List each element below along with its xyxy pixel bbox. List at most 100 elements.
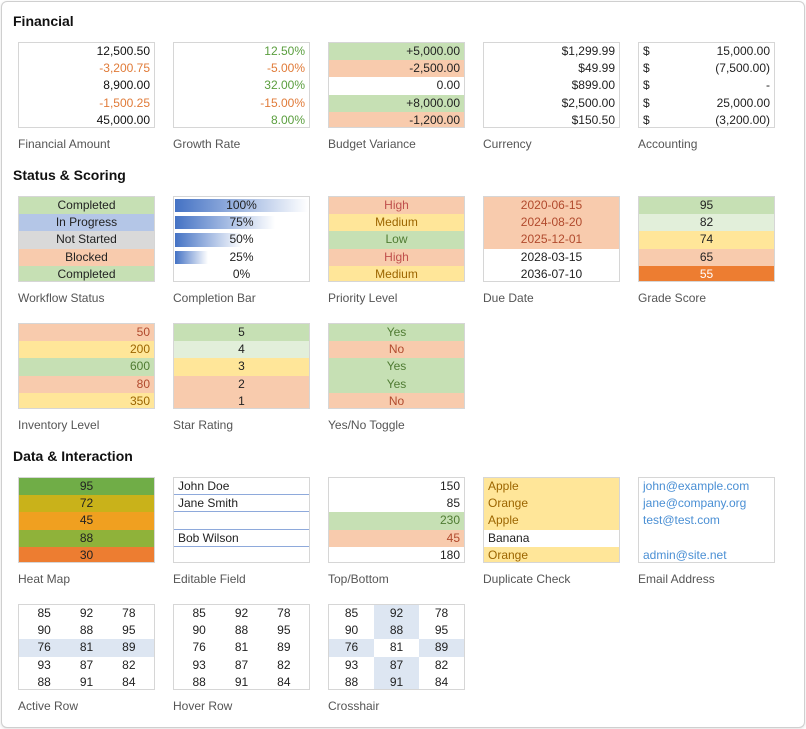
table-row[interactable]: 90 88 95 [192,623,291,638]
cell: 45 [329,529,464,547]
due-date-tile[interactable]: 2020-06-15 2024-08-20 2025-12-01 2028-03… [483,196,620,282]
cell: No [329,341,464,359]
email-link[interactable]: jane@company.org [643,496,747,511]
financial-amount-tile[interactable]: 12,500.50 -3,200.75 8,900.00 -1,500.25 4… [18,42,155,128]
editable-cell[interactable] [174,547,309,562]
cell: Yes [329,324,464,342]
table-row[interactable]: 90 88 95 [329,622,464,640]
table-row[interactable]: 93 87 82 [329,656,464,674]
table-row[interactable]: 85 92 78 [329,605,464,623]
priority-level-tile[interactable]: High Medium Low High Medium [328,196,465,282]
cell: -2,500.00 [329,60,464,78]
currency-symbol: $ [643,78,650,93]
cell: $ (7,500.00) [639,60,774,77]
inventory-level-tile[interactable]: 50 200 600 80 350 [18,323,155,409]
email-link[interactable]: john@example.com [643,479,750,493]
cell: 65 [639,248,774,266]
heat-map-tile[interactable]: 95 72 45 88 30 [18,477,155,563]
caption-star-rating: Star Rating [173,418,234,432]
email-link[interactable]: admin@site.net [643,547,727,562]
table-row[interactable]: 90 88 95 [37,623,136,638]
cell: 30 [19,546,154,562]
caption-duplicate-check: Duplicate Check [483,572,571,586]
hover-row-tile[interactable]: 85 92 78 90 88 95 76 81 89 93 87 82 88 91 84 [173,604,310,690]
growth-rate-tile[interactable]: 12.50% -5.00% 32.00% -15.00% 8.00% [173,42,310,128]
top-bottom-tile[interactable]: 150 85 230 45 180 [328,477,465,563]
cell: Completed [19,265,154,281]
cell: 230 [329,512,464,530]
yes-no-toggle-tile[interactable]: Yes No Yes Yes No [328,323,465,409]
currency-symbol: $ [643,44,650,58]
table-row-active[interactable]: 76 81 89 [19,639,154,657]
currency-symbol: $ [643,61,650,76]
editable-cell[interactable]: John Doe [174,478,309,496]
star-rating-tile[interactable]: 5 4 3 2 1 [173,323,310,409]
cell: 32.00% [264,78,305,93]
completion-bar-tile[interactable]: 100% 75% 50% 25% 0% [173,196,310,282]
cell: 2020-06-15 [484,197,619,215]
cell: 4 [174,341,309,359]
editable-cell[interactable] [174,512,309,530]
cell: High [329,197,464,215]
cell: 3 [174,358,309,376]
cell: Apple [484,512,619,530]
cell: $15,000.00 [639,43,774,60]
table-row-crosshair[interactable]: 76 81 89 [329,639,464,657]
cell: 8.00% [270,112,305,127]
caption-hover-row: Hover Row [173,699,233,713]
cell: -5.00% [266,61,305,76]
grade-score-tile[interactable]: 95 82 74 65 55 [638,196,775,282]
table-row[interactable]: 88 91 84 [192,674,291,689]
active-row-tile[interactable]: 85 92 78 90 88 95 76 81 89 93 87 82 88 91 84 [18,604,155,690]
cell: 200 [19,341,154,359]
cell: Medium [329,214,464,232]
cell: In Progress [19,214,154,232]
progress-fill [175,233,242,247]
cell: 25% [174,249,309,266]
table-row[interactable]: 88 91 84 [37,674,136,689]
cell: 0.00 [329,77,464,95]
workflow-status-tile[interactable]: Completed In Progress Not Started Blocke… [18,196,155,282]
progress-fill [175,250,208,264]
cell: 2025-12-01 [484,231,619,249]
table-row[interactable]: 88 91 84 [329,673,464,689]
cell: 80 [19,375,154,393]
cell: -1,500.25 [99,95,150,110]
table-row[interactable]: 93 87 82 [192,657,291,672]
cell: 88 [19,529,154,547]
cell: 45 [19,512,154,530]
cell: 45,000.00 [96,112,150,127]
caption-heat-map: Heat Map [18,572,71,586]
cell: +5,000.00 [329,43,464,61]
cell: Orange [484,495,619,513]
cell: 2028-03-15 [520,249,583,264]
caption-grade-score: Grade Score [638,291,707,305]
editable-field-tile[interactable]: John Doe Jane Smith Bob Wilson [173,477,310,563]
cell: 2024-08-20 [484,214,619,232]
cell: Medium [329,265,464,281]
cell: 74 [639,231,774,249]
duplicate-check-tile[interactable]: Apple Orange Apple Banana Orange [483,477,620,563]
table-row[interactable]: 85 92 78 [192,606,291,620]
budget-variance-tile[interactable]: +5,000.00 -2,500.00 0.00 +8,000.00 -1,20… [328,42,465,128]
caption-yes-no-toggle: Yes/No Toggle [328,418,405,432]
caption-top-bottom: Top/Bottom [328,572,389,586]
email-link[interactable]: test@test.com [643,513,720,528]
crosshair-tile[interactable]: 85 92 78 90 88 95 76 81 89 93 87 82 88 91 84 [328,604,465,690]
caption-due-date: Due Date [483,291,534,305]
currency-tile[interactable]: $1,299.99 $49.99 $899.00 $2,500.00 $150.… [483,42,620,128]
editable-cell[interactable]: Jane Smith [174,495,309,513]
progress-fill [175,199,308,213]
accounting-tile[interactable]: $15,000.00 $ (7,500.00) $ - $25,000.00 $ (3… [638,42,775,128]
email-link[interactable] [639,530,774,547]
table-row[interactable]: 93 87 82 [37,657,136,672]
table-row[interactable]: 85 92 78 [37,606,136,620]
cell: 350 [19,392,154,408]
editable-cell[interactable]: Bob Wilson [174,530,309,547]
email-address-tile[interactable]: john@example.com jane@company.org test@t… [638,477,775,563]
cell: Yes [329,375,464,393]
table-row[interactable]: 76 81 89 [192,640,291,655]
cell: 50% [174,231,309,248]
cell: 600 [19,358,154,376]
cell: Apple [484,478,619,496]
